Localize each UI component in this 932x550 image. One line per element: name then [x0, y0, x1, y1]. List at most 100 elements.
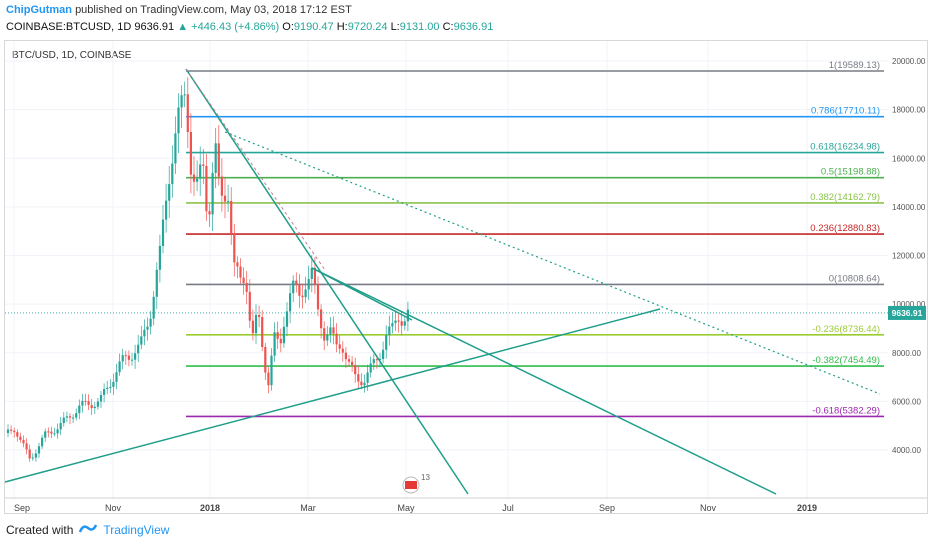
candle[interactable]: [171, 145, 174, 198]
candle[interactable]: [140, 325, 143, 350]
candle[interactable]: [220, 158, 223, 212]
trendlines[interactable]: [4, 68, 881, 495]
candle[interactable]: [261, 310, 264, 352]
author-link[interactable]: ChipGutman: [6, 4, 72, 16]
candle[interactable]: [329, 317, 332, 343]
fib-level[interactable]: 1(19589.13): [186, 60, 884, 72]
candle[interactable]: [354, 357, 357, 383]
candle[interactable]: [161, 205, 165, 254]
candle[interactable]: [264, 342, 267, 381]
candle[interactable]: [13, 427, 16, 438]
candle[interactable]: [106, 380, 109, 395]
candle[interactable]: [121, 348, 124, 370]
candle[interactable]: [326, 325, 329, 346]
candle[interactable]: [242, 267, 245, 295]
fib-level[interactable]: 0(10808.64): [186, 273, 884, 286]
trendline-support[interactable]: [4, 308, 661, 483]
candle[interactable]: [130, 352, 134, 366]
candle[interactable]: [127, 350, 130, 367]
candle[interactable]: [223, 178, 227, 219]
candle[interactable]: [338, 335, 341, 354]
candle[interactable]: [400, 315, 403, 336]
candle[interactable]: [372, 353, 375, 370]
tradingview-logo-icon[interactable]: [79, 522, 98, 537]
candle[interactable]: [165, 183, 168, 233]
candle[interactable]: [62, 412, 65, 427]
candle[interactable]: [196, 160, 199, 192]
candle[interactable]: [245, 270, 248, 305]
candle[interactable]: [143, 319, 146, 346]
candle[interactable]: [109, 379, 112, 394]
candle[interactable]: [211, 162, 214, 231]
candle[interactable]: [199, 146, 202, 196]
candle[interactable]: [310, 255, 313, 293]
candle[interactable]: [168, 165, 171, 218]
candle[interactable]: [406, 301, 409, 332]
candle[interactable]: [282, 316, 285, 348]
candle[interactable]: [369, 356, 372, 378]
candle[interactable]: [267, 367, 270, 394]
candle[interactable]: [87, 394, 90, 410]
candle[interactable]: [28, 444, 31, 462]
candle[interactable]: [258, 305, 261, 328]
candle[interactable]: [25, 438, 28, 455]
trendline-steep[interactable]: [185, 68, 469, 495]
candle[interactable]: [174, 116, 177, 175]
candle[interactable]: [357, 366, 360, 389]
candle[interactable]: [202, 148, 205, 185]
candle[interactable]: [394, 310, 397, 331]
candle[interactable]: [81, 393, 84, 413]
fib-level[interactable]: 0.5(15198.88): [186, 167, 884, 179]
candle[interactable]: [316, 276, 320, 317]
candle[interactable]: [84, 393, 87, 406]
candle[interactable]: [335, 323, 338, 353]
candle[interactable]: [6, 424, 10, 438]
candle[interactable]: [391, 312, 394, 334]
candle[interactable]: [189, 113, 192, 194]
candle[interactable]: [115, 363, 118, 390]
candle[interactable]: [341, 341, 344, 362]
candle[interactable]: [351, 355, 354, 372]
candle[interactable]: [99, 390, 103, 408]
candle[interactable]: [53, 427, 56, 437]
candle[interactable]: [382, 341, 385, 364]
candle[interactable]: [180, 85, 183, 129]
candle[interactable]: [307, 265, 310, 300]
candle[interactable]: [68, 413, 72, 425]
candle[interactable]: [124, 350, 127, 366]
fib-level[interactable]: 0.236(12880.83): [186, 223, 884, 235]
candle[interactable]: [186, 77, 189, 149]
candle[interactable]: [270, 348, 273, 391]
trendline-lower[interactable]: [311, 267, 777, 495]
candle[interactable]: [239, 258, 242, 284]
candle[interactable]: [90, 398, 93, 415]
candle[interactable]: [254, 304, 258, 344]
candle[interactable]: [403, 316, 406, 331]
candle[interactable]: [273, 322, 276, 362]
trendline-upper-short[interactable]: [311, 267, 413, 321]
fib-level[interactable]: 0.618(16234.98): [186, 142, 884, 154]
candle[interactable]: [344, 347, 347, 369]
candle[interactable]: [363, 374, 366, 393]
fib-level[interactable]: 0.382(14162.79): [186, 192, 884, 204]
candle[interactable]: [192, 156, 196, 197]
candle[interactable]: [149, 311, 152, 335]
candle[interactable]: [50, 426, 53, 439]
candle[interactable]: [332, 316, 335, 345]
candle[interactable]: [22, 435, 25, 448]
candle[interactable]: [285, 302, 289, 337]
candle[interactable]: [112, 373, 115, 395]
candle[interactable]: [103, 383, 106, 403]
candle[interactable]: [320, 304, 323, 339]
candle[interactable]: [96, 397, 99, 410]
chart-frame[interactable]: [4, 40, 928, 514]
candle[interactable]: [10, 425, 13, 435]
candle[interactable]: [304, 276, 307, 304]
candle[interactable]: [72, 414, 75, 424]
candle[interactable]: [397, 312, 400, 333]
price-axis[interactable]: [888, 41, 927, 486]
events-marker[interactable]: 13: [402, 473, 430, 494]
candle[interactable]: [233, 224, 236, 277]
candle[interactable]: [41, 434, 44, 450]
candle[interactable]: [59, 417, 62, 436]
